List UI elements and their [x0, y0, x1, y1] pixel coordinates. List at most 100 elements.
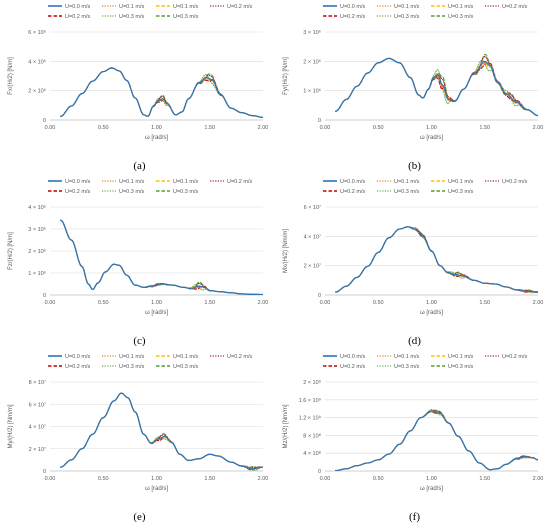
legend-label: U=0.2 m/s	[65, 189, 90, 195]
x-tick-label: 1.00	[151, 125, 162, 131]
x-tick-label: 2.00	[533, 300, 544, 306]
legend-label: U=0.2 m/s	[227, 4, 252, 10]
x-axis-label: ω [rad/s]	[145, 135, 168, 141]
chart-panel-b: U=0.0 m/s U=0.1 m/s U=0.1 m/s U=0.2 m/s U=0.…	[283, 4, 543, 172]
x-tick-label: 0.50	[98, 125, 109, 131]
legend-label: U=0.3 m/s	[394, 14, 419, 20]
y-tick-label: 4 × 10⁷	[29, 424, 46, 431]
series-line	[335, 57, 538, 117]
y-axis-label: My/(H/2) [Nm/m]	[8, 404, 14, 448]
legend-label: U=0.0 m/s	[340, 4, 365, 10]
legend-label: U=0.2 m/s	[502, 4, 527, 10]
x-tick-label: 1.50	[204, 125, 215, 131]
legend-label: U=0.3 m/s	[394, 189, 419, 195]
y-tick-label: 4 × 10⁸	[303, 450, 321, 457]
legend-label: U=0.1 m/s	[173, 354, 198, 360]
series-group	[60, 219, 263, 295]
series-line	[60, 67, 263, 119]
panel-label: (f)	[409, 511, 420, 523]
series-line	[60, 67, 263, 118]
y-axis-label: Mz/(H/2) [Nm/m]	[283, 404, 289, 448]
y-tick-label: 1 × 10⁶	[28, 270, 46, 277]
chart-panel-c: U=0.0 m/s U=0.1 m/s U=0.1 m/s U=0.2 m/s U=0.…	[8, 179, 268, 347]
legend-label: U=0.2 m/s	[227, 179, 252, 185]
x-tick-label: 1.00	[151, 476, 162, 482]
legend-label: U=0.3 m/s	[119, 364, 144, 370]
series-line	[335, 410, 538, 471]
x-tick-label: 2.00	[533, 125, 544, 131]
x-tick-label: 1.50	[204, 476, 215, 482]
x-axis-label: ω [rad/s]	[145, 310, 168, 316]
y-tick-label: 2 × 10⁹	[303, 379, 321, 386]
series-line	[335, 410, 538, 471]
series-line	[335, 57, 538, 117]
y-tick-label: 6 × 10⁷	[304, 204, 321, 211]
legend-label: U=0.3 m/s	[173, 189, 198, 195]
y-tick-label: 6 × 10⁶	[28, 29, 46, 36]
series-line	[335, 411, 538, 471]
y-tick-label: 2 × 10⁷	[29, 446, 46, 453]
x-tick-label: 0.00	[320, 125, 331, 131]
legend-label: U=0.1 m/s	[448, 179, 473, 185]
legend-label: U=0.3 m/s	[119, 189, 144, 195]
legend-label: U=0.1 m/s	[173, 179, 198, 185]
legend-label: U=0.0 m/s	[340, 354, 365, 360]
y-axis-label: Fy/(H/2) [N/m]	[283, 57, 289, 95]
legend-label: U=0.3 m/s	[448, 14, 473, 20]
series-group	[60, 67, 263, 119]
y-tick-label: 0	[318, 469, 321, 475]
legend-label: U=0.3 m/s	[448, 189, 473, 195]
series-line	[335, 409, 538, 471]
series-group	[335, 53, 538, 117]
x-tick-label: 2.00	[258, 476, 269, 482]
legend-label: U=0.1 m/s	[394, 179, 419, 185]
panel-label: (d)	[408, 335, 421, 347]
series-line	[60, 392, 263, 470]
series-group	[335, 226, 538, 294]
y-axis-label: Mx/(H/2) [Nm/m]	[283, 229, 289, 273]
legend-label: U=0.0 m/s	[340, 179, 365, 185]
series-line	[60, 67, 263, 118]
x-axis-label: ω [rad/s]	[420, 135, 443, 141]
panel-label: (b)	[408, 160, 421, 172]
panel-label: (a)	[133, 160, 146, 172]
x-tick-label: 1.00	[151, 300, 162, 306]
legend-label: U=0.0 m/s	[65, 354, 90, 360]
legend-label: U=0.2 m/s	[65, 14, 90, 20]
x-tick-label: 0.50	[98, 476, 109, 482]
series-line	[335, 409, 538, 471]
x-tick-label: 0.50	[373, 476, 384, 482]
series-line	[335, 409, 538, 471]
legend-label: U=0.1 m/s	[448, 354, 473, 360]
legend-label: U=0.3 m/s	[173, 14, 198, 20]
x-tick-label: 0.00	[45, 300, 56, 306]
legend-label: U=0.2 m/s	[340, 14, 365, 20]
y-tick-label: 4 × 10⁶	[28, 204, 46, 211]
legend-label: U=0.2 m/s	[65, 364, 90, 370]
legend-label: U=0.1 m/s	[173, 4, 198, 10]
legend-label: U=0.1 m/s	[119, 4, 144, 10]
x-tick-label: 0.00	[320, 300, 331, 306]
y-tick-label: 4 × 10⁶	[28, 58, 46, 65]
series-line	[60, 392, 263, 471]
x-tick-label: 1.00	[426, 476, 437, 482]
y-tick-label: 4 × 10⁷	[304, 233, 321, 240]
legend-label: U=0.0 m/s	[65, 4, 90, 10]
series-line	[60, 67, 263, 118]
y-tick-label: 2 × 10⁶	[28, 88, 46, 95]
y-axis-label: Fz/(H/2) [N/m]	[8, 232, 14, 270]
chart-panel-e: U=0.0 m/s U=0.1 m/s U=0.1 m/s U=0.2 m/s U=0.…	[8, 354, 268, 523]
y-axis-label: Fx/(H/2) [N/m]	[8, 57, 14, 95]
y-tick-label: 8 × 10⁷	[29, 379, 46, 386]
legend-label: U=0.1 m/s	[448, 4, 473, 10]
y-tick-label: 1.6 × 10⁹	[299, 397, 321, 404]
series-group	[335, 409, 538, 471]
x-tick-label: 2.00	[533, 476, 544, 482]
panel-label: (e)	[133, 511, 146, 523]
x-tick-label: 1.00	[426, 300, 437, 306]
y-tick-label: 0	[318, 293, 321, 299]
chart-panel-f: U=0.0 m/s U=0.1 m/s U=0.1 m/s U=0.2 m/s U=0.…	[283, 354, 543, 523]
x-tick-label: 1.00	[426, 125, 437, 131]
x-tick-label: 0.50	[373, 125, 384, 131]
